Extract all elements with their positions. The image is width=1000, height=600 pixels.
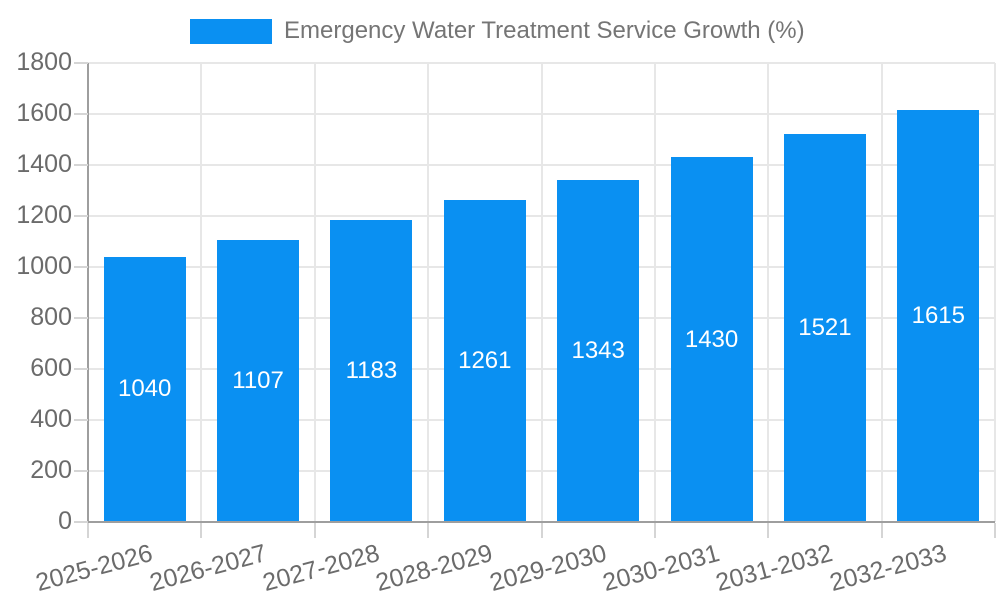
bar-2030-2031[interactable]: 1430 — [670, 157, 753, 522]
x-axis-tick — [653, 523, 656, 538]
y-axis-tick — [74, 113, 88, 115]
bar-value-label: 1040 — [117, 375, 172, 403]
y-axis-tick — [74, 521, 88, 523]
x-axis-tick-label: 2029-2030 — [486, 539, 610, 598]
x-axis-tick-label: 2026-2027 — [146, 539, 270, 598]
v-gridline — [540, 63, 543, 522]
x-axis-tick-label: 2027-2028 — [259, 539, 383, 598]
v-gridline — [880, 63, 883, 522]
bar-value-label: 1615 — [911, 302, 965, 330]
y-axis-tick-label: 400 — [30, 405, 72, 433]
v-gridline — [200, 63, 203, 522]
y-axis-tick-label: 600 — [30, 354, 72, 382]
bar-value-label: 1343 — [571, 336, 625, 364]
y-axis-tick — [74, 266, 88, 268]
bar-2026-2027[interactable]: 1107 — [217, 239, 300, 522]
bar-2029-2030[interactable]: 1343 — [557, 179, 640, 522]
bar-value-label: 1261 — [458, 347, 512, 375]
y-axis-tick — [74, 164, 88, 166]
y-axis-tick-label: 1600 — [16, 99, 72, 127]
bar-value-label: 1521 — [798, 314, 852, 342]
x-axis-tick — [994, 523, 996, 538]
bar-2028-2029[interactable]: 1261 — [443, 200, 526, 522]
bar-2031-2032[interactable]: 1521 — [783, 134, 866, 522]
v-gridline — [427, 63, 430, 522]
x-axis-line — [87, 521, 995, 523]
x-axis-tick — [427, 523, 430, 538]
x-axis-tick — [767, 523, 770, 538]
bar-value-label: 1183 — [345, 357, 398, 385]
x-axis-tick — [880, 523, 883, 538]
x-axis-tick-label: 2032-2033 — [826, 539, 950, 598]
y-axis-line — [87, 63, 89, 524]
x-axis-tick — [200, 523, 203, 538]
y-axis-tick — [74, 368, 88, 370]
y-axis-tick-label: 1800 — [16, 48, 72, 76]
x-axis-tick-label: 2031-2032 — [713, 539, 836, 598]
plot-area: 1040 1107 1183 1261 1343 1430 1521 1615 — [88, 62, 996, 522]
y-axis-tick-label: 1400 — [16, 150, 72, 178]
legend-label: Emergency Water Treatment Service Growth… — [284, 17, 805, 44]
bar-2027-2028[interactable]: 1183 — [330, 220, 413, 522]
legend-swatch — [190, 18, 272, 44]
y-axis-tick-label: 1200 — [16, 201, 72, 229]
y-axis-tick-label: 800 — [30, 303, 72, 331]
y-axis-tick — [74, 419, 88, 421]
v-gridline — [767, 63, 770, 522]
y-axis-tick — [74, 317, 88, 319]
x-axis-tick — [87, 523, 89, 538]
y-axis-tick-label: 1000 — [16, 252, 72, 280]
v-gridline — [313, 63, 316, 522]
v-gridline — [653, 63, 656, 522]
bar-value-label: 1430 — [684, 325, 739, 353]
y-axis-tick — [74, 215, 88, 217]
x-axis-tick-label: 2028-2029 — [373, 539, 496, 598]
v-gridline — [994, 63, 996, 522]
bar-value-label: 1107 — [232, 366, 284, 394]
x-axis-tick-label: 2025-2026 — [32, 539, 156, 598]
y-axis-tick — [74, 62, 88, 64]
y-axis-tick-label: 200 — [30, 456, 72, 484]
y-axis-tick-label: 0 — [58, 507, 72, 535]
chart-legend[interactable]: Emergency Water Treatment Service Growth… — [190, 17, 805, 45]
x-axis-tick — [540, 523, 543, 538]
y-axis-tick — [74, 470, 88, 472]
bar-2032-2033[interactable]: 1615 — [897, 110, 980, 522]
x-axis-tick — [313, 523, 316, 538]
bar-2025-2026[interactable]: 1040 — [103, 256, 186, 522]
x-axis-tick-label: 2030-2031 — [599, 539, 723, 598]
